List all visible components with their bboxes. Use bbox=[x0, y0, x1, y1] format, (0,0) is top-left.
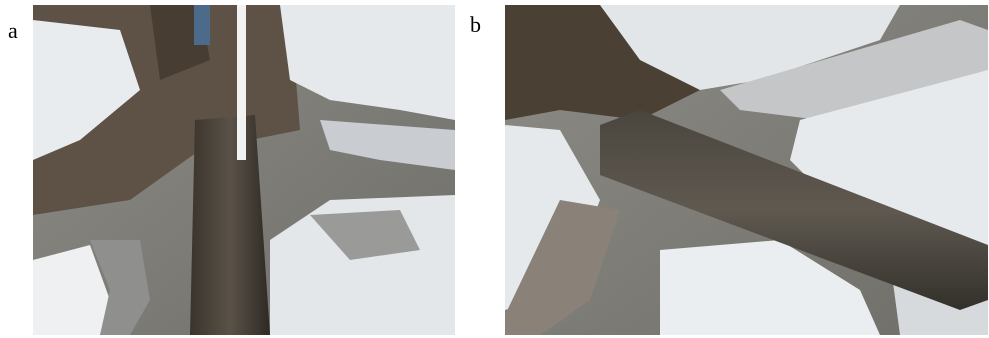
figure: a b bbox=[0, 0, 989, 338]
photo bbox=[505, 5, 988, 335]
photo bbox=[33, 5, 455, 335]
panel-label: a bbox=[8, 18, 18, 43]
panel-label: b bbox=[470, 12, 481, 37]
